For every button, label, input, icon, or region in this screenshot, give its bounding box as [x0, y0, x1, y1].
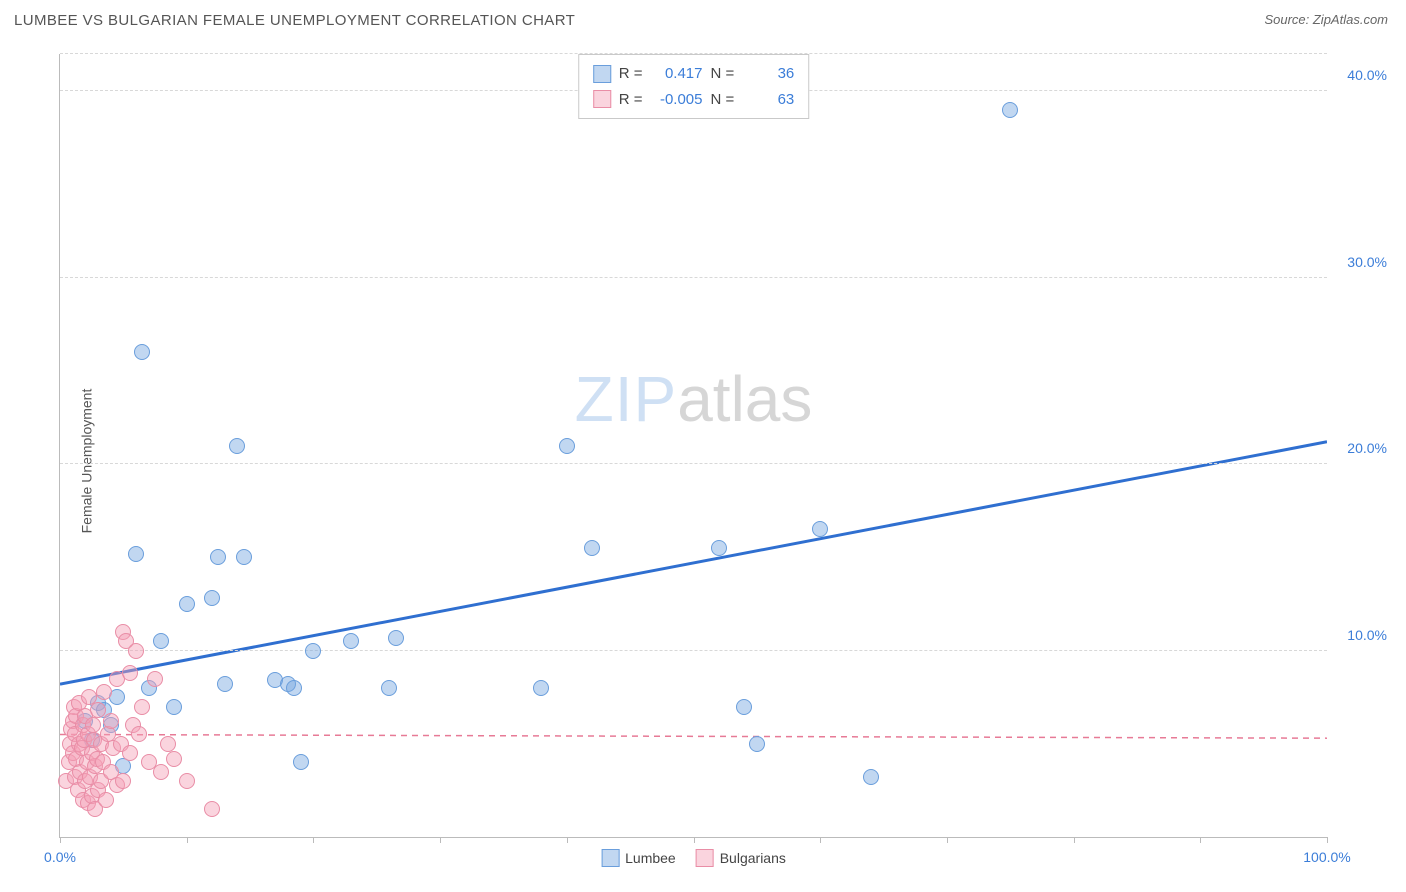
data-point-bulgarians — [103, 713, 119, 729]
data-point-lumbee — [128, 546, 144, 562]
ytick-label: 20.0% — [1332, 440, 1387, 456]
data-point-bulgarians — [122, 745, 138, 761]
trendline-lumbee — [60, 442, 1327, 684]
data-point-lumbee — [286, 680, 302, 696]
data-point-lumbee — [305, 643, 321, 659]
data-point-lumbee — [166, 699, 182, 715]
ytick-label: 10.0% — [1332, 627, 1387, 643]
trend-lines — [60, 54, 1327, 837]
data-point-lumbee — [711, 540, 727, 556]
trendline-bulgarians — [60, 734, 1327, 738]
r-label: R = — [619, 87, 643, 113]
chart-source: Source: ZipAtlas.com — [1264, 12, 1388, 27]
ytick-label: 30.0% — [1332, 254, 1387, 270]
swatch-lumbee — [593, 65, 611, 83]
series-legend: Lumbee Bulgarians — [601, 849, 786, 867]
data-point-lumbee — [134, 344, 150, 360]
legend-label-lumbee: Lumbee — [625, 850, 676, 866]
data-point-bulgarians — [98, 792, 114, 808]
data-point-lumbee — [179, 596, 195, 612]
watermark-part1: ZIP — [575, 363, 678, 435]
data-point-bulgarians — [85, 717, 101, 733]
xtick-label: 100.0% — [1303, 849, 1350, 865]
data-point-lumbee — [217, 676, 233, 692]
data-point-bulgarians — [166, 751, 182, 767]
data-point-lumbee — [204, 590, 220, 606]
data-point-lumbee — [210, 549, 226, 565]
n-label: N = — [711, 61, 735, 87]
r-value-lumbee: 0.417 — [651, 61, 703, 87]
xtick — [1327, 837, 1328, 843]
data-point-bulgarians — [147, 671, 163, 687]
data-point-lumbee — [749, 736, 765, 752]
data-point-bulgarians — [153, 764, 169, 780]
xtick — [567, 837, 568, 843]
data-point-lumbee — [293, 754, 309, 770]
swatch-bulgarians-bottom — [696, 849, 714, 867]
data-point-lumbee — [229, 438, 245, 454]
gridline-h — [60, 277, 1327, 278]
xtick — [187, 837, 188, 843]
data-point-bulgarians — [179, 773, 195, 789]
n-label: N = — [711, 87, 735, 113]
data-point-lumbee — [343, 633, 359, 649]
data-point-lumbee — [559, 438, 575, 454]
data-point-lumbee — [1002, 102, 1018, 118]
data-point-lumbee — [812, 521, 828, 537]
data-point-lumbee — [584, 540, 600, 556]
legend-item-lumbee: Lumbee — [601, 849, 676, 867]
correlation-legend: R = 0.417 N = 36 R = -0.005 N = 63 — [578, 54, 810, 119]
legend-label-bulgarians: Bulgarians — [720, 850, 786, 866]
xtick — [313, 837, 314, 843]
data-point-lumbee — [863, 769, 879, 785]
chart-title: LUMBEE VS BULGARIAN FEMALE UNEMPLOYMENT … — [14, 12, 575, 29]
data-point-lumbee — [236, 549, 252, 565]
data-point-lumbee — [736, 699, 752, 715]
watermark-part2: atlas — [677, 363, 812, 435]
data-point-bulgarians — [128, 643, 144, 659]
swatch-lumbee-bottom — [601, 849, 619, 867]
plot-region: ZIPatlas R = 0.417 N = 36 R = -0.005 N =… — [59, 54, 1327, 838]
data-point-bulgarians — [134, 699, 150, 715]
xtick — [820, 837, 821, 843]
xtick — [694, 837, 695, 843]
xtick — [440, 837, 441, 843]
xtick — [1200, 837, 1201, 843]
data-point-bulgarians — [122, 665, 138, 681]
r-label: R = — [619, 61, 643, 87]
data-point-bulgarians — [160, 736, 176, 752]
n-value-bulgarians: 63 — [742, 87, 794, 113]
data-point-lumbee — [381, 680, 397, 696]
r-value-bulgarians: -0.005 — [651, 87, 703, 113]
data-point-lumbee — [153, 633, 169, 649]
gridline-h — [60, 463, 1327, 464]
legend-row-lumbee: R = 0.417 N = 36 — [593, 61, 795, 87]
xtick-label: 0.0% — [44, 849, 76, 865]
ytick-label: 40.0% — [1332, 67, 1387, 83]
data-point-lumbee — [533, 680, 549, 696]
data-point-lumbee — [388, 630, 404, 646]
xtick — [1074, 837, 1075, 843]
n-value-lumbee: 36 — [742, 61, 794, 87]
data-point-bulgarians — [131, 726, 147, 742]
data-point-bulgarians — [96, 684, 112, 700]
chart-area: Female Unemployment ZIPatlas R = 0.417 N… — [14, 44, 1392, 878]
swatch-bulgarians — [593, 90, 611, 108]
data-point-bulgarians — [115, 773, 131, 789]
data-point-bulgarians — [204, 801, 220, 817]
xtick — [947, 837, 948, 843]
xtick — [60, 837, 61, 843]
chart-header: LUMBEE VS BULGARIAN FEMALE UNEMPLOYMENT … — [0, 0, 1406, 37]
gridline-h — [60, 650, 1327, 651]
watermark: ZIPatlas — [575, 362, 813, 436]
legend-item-bulgarians: Bulgarians — [696, 849, 786, 867]
legend-row-bulgarians: R = -0.005 N = 63 — [593, 87, 795, 113]
